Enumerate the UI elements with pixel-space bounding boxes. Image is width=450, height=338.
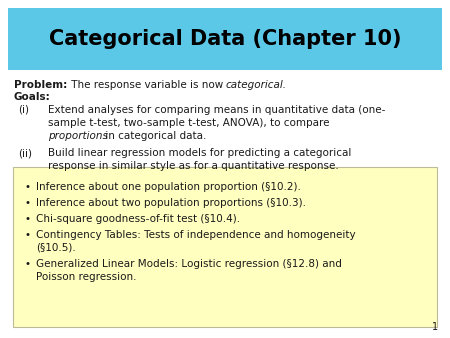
Text: Categorical Data (Chapter 10): Categorical Data (Chapter 10) <box>49 29 401 49</box>
Text: Extend analyses for comparing means in quantitative data (one-: Extend analyses for comparing means in q… <box>48 105 385 115</box>
Text: Build linear regression models for predicting a categorical: Build linear regression models for predi… <box>48 148 351 158</box>
Text: (i): (i) <box>18 105 29 115</box>
Text: sample t-test, two-sample t-test, ANOVA), to compare: sample t-test, two-sample t-test, ANOVA)… <box>48 118 329 128</box>
FancyBboxPatch shape <box>13 167 437 327</box>
Text: •: • <box>24 259 30 269</box>
Text: •: • <box>24 182 30 192</box>
Text: The response variable is now: The response variable is now <box>68 80 226 90</box>
Text: response in similar style as for a quantitative response.: response in similar style as for a quant… <box>48 161 339 171</box>
Text: 1: 1 <box>432 322 438 332</box>
Text: Inference about one population proportion (§10.2).: Inference about one population proportio… <box>36 182 301 192</box>
Text: in categorical data.: in categorical data. <box>102 131 207 141</box>
Text: (§10.5).: (§10.5). <box>36 243 76 253</box>
Text: Inference about two population proportions (§10.3).: Inference about two population proportio… <box>36 198 306 208</box>
Text: •: • <box>24 198 30 208</box>
Text: •: • <box>24 230 30 240</box>
Text: Problem:: Problem: <box>14 80 67 90</box>
Text: Poisson regression.: Poisson regression. <box>36 272 136 282</box>
Text: proportions: proportions <box>48 131 108 141</box>
Text: Generalized Linear Models: Logistic regression (§12.8) and: Generalized Linear Models: Logistic regr… <box>36 259 342 269</box>
Text: Goals:: Goals: <box>14 92 51 102</box>
Text: •: • <box>24 214 30 224</box>
Text: (ii): (ii) <box>18 148 32 158</box>
Text: categorical.: categorical. <box>226 80 287 90</box>
Text: Contingency Tables: Tests of independence and homogeneity: Contingency Tables: Tests of independenc… <box>36 230 356 240</box>
Text: Chi-square goodness-of-fit test (§10.4).: Chi-square goodness-of-fit test (§10.4). <box>36 214 240 224</box>
Bar <box>8 8 442 70</box>
